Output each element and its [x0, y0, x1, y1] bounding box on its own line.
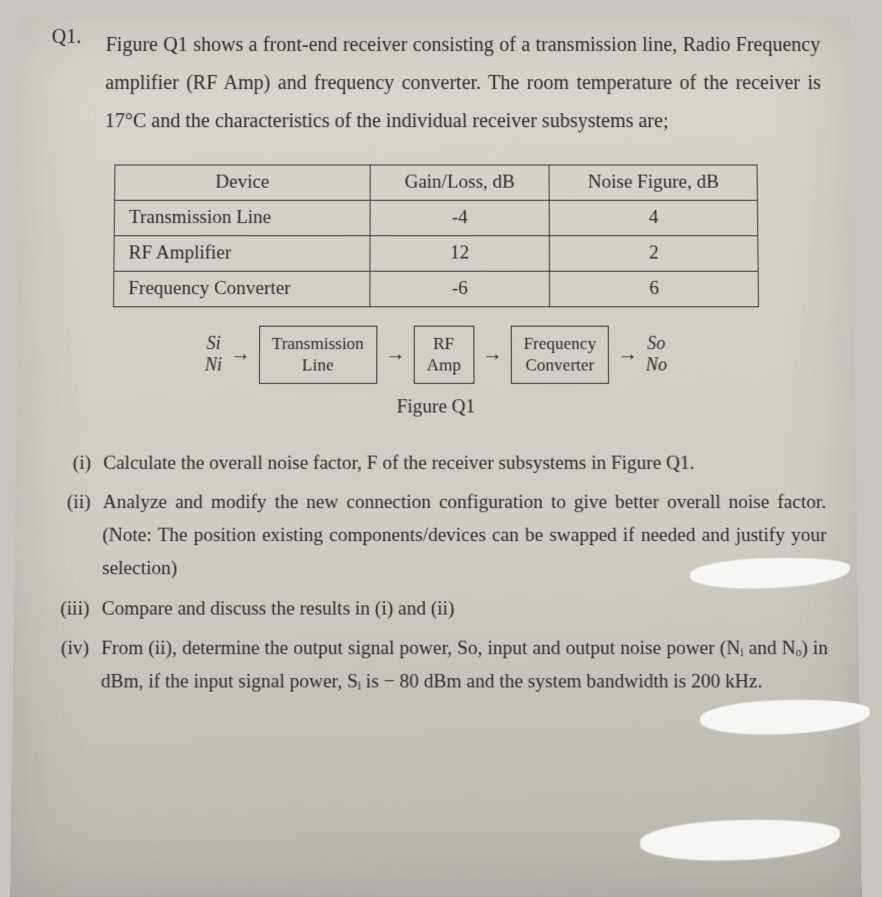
characteristics-table: Device Gain/Loss, dB Noise Figure, dB Tr… — [113, 164, 759, 307]
arrow-icon: → — [230, 343, 250, 366]
part-row: (iii) Compare and discuss the results in… — [44, 593, 827, 627]
part-tag: (ii) — [45, 486, 91, 586]
part-row: (iv) From (ii), determine the output sig… — [43, 632, 828, 699]
cell: -4 — [370, 200, 550, 235]
table-row: RF Amplifier 12 2 — [114, 236, 758, 271]
question-header: Q1. Figure Q1 shows a front-end receiver… — [50, 26, 821, 140]
input-signal: Si Ni — [205, 332, 223, 376]
cell: 12 — [370, 236, 550, 271]
table-row: Frequency Converter -6 6 — [113, 271, 758, 307]
block-rf-amp: RF Amp — [413, 326, 474, 384]
col-header: Gain/Loss, dB — [370, 165, 550, 200]
so-label: So — [646, 332, 667, 354]
part-tag: (i) — [46, 447, 91, 480]
cell: 6 — [550, 271, 759, 307]
arrow-icon: → — [385, 343, 405, 366]
cell: RF Amplifier — [114, 236, 370, 271]
figure-caption: Figure Q1 — [47, 396, 825, 419]
si-label: Si — [205, 332, 222, 354]
cell: Frequency Converter — [113, 271, 369, 307]
table-row: Transmission Line -4 4 — [114, 200, 758, 235]
arrow-icon: → — [617, 343, 637, 366]
question-number: Q1. — [50, 26, 87, 140]
question-intro: Figure Q1 shows a front-end receiver con… — [105, 26, 822, 140]
no-label: No — [646, 354, 667, 376]
part-text: Compare and discuss the results in (i) a… — [101, 593, 827, 627]
output-signal: So No — [646, 332, 668, 376]
part-text: Calculate the overall noise factor, F of… — [103, 447, 826, 480]
cell: Transmission Line — [114, 200, 370, 235]
cell: 4 — [550, 200, 758, 235]
cell: 2 — [550, 236, 759, 271]
table-header-row: Device Gain/Loss, dB Noise Figure, dB — [115, 165, 758, 200]
col-header: Noise Figure, dB — [549, 165, 757, 200]
part-tag: (iii) — [44, 593, 89, 627]
block-frequency-converter: Frequency Converter — [510, 326, 609, 384]
arrow-icon: → — [482, 343, 502, 366]
part-tag: (iv) — [43, 632, 89, 699]
part-text: From (ii), determine the output signal p… — [101, 632, 829, 699]
part-row: (i) Calculate the overall noise factor, … — [46, 447, 826, 480]
col-header: Device — [115, 165, 370, 200]
ni-label: Ni — [205, 354, 222, 376]
page: Q1. Figure Q1 shows a front-end receiver… — [10, 18, 862, 897]
block-diagram: Si Ni → Transmission Line → RF Amp → Fre… — [47, 326, 824, 384]
block-transmission-line: Transmission Line — [259, 326, 378, 384]
cell: -6 — [370, 271, 550, 307]
